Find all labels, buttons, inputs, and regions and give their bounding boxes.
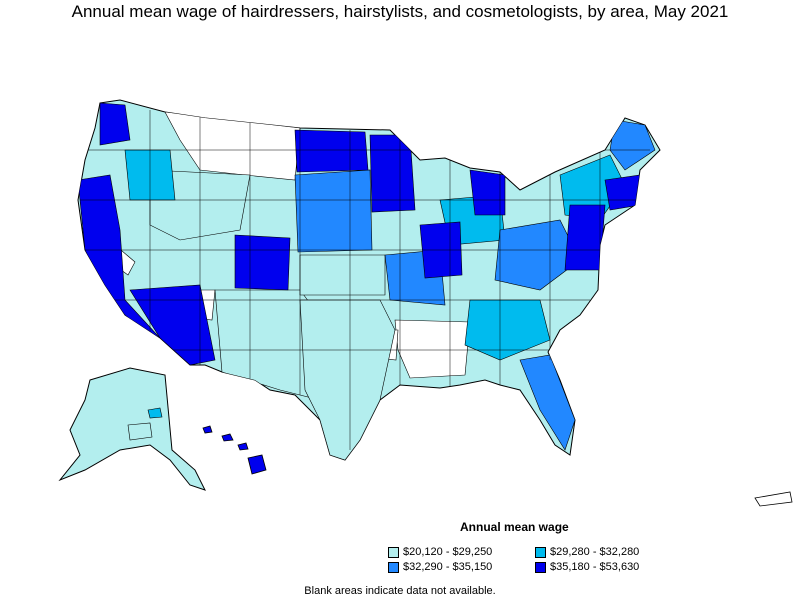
region-texas-low: [299, 299, 396, 460]
legend-label-3: $32,290 - $35,150: [403, 561, 493, 573]
legend-label-1: $20,120 - $29,250: [403, 546, 493, 558]
legend-label-2: $29,280 - $32,280: [550, 546, 640, 558]
region-plains-north-mid-high: [294, 169, 373, 253]
alaska-juneau-area: [147, 407, 163, 419]
region-florida-mid-high: [519, 354, 576, 451]
region-kansas-low: [299, 254, 386, 296]
region-deep-south-nodata: [394, 319, 471, 379]
region-arizona-high: [129, 284, 216, 366]
legend-label-4: $35,180 - $53,630: [550, 561, 640, 573]
legend-swatch-1: [388, 546, 399, 558]
region-new-england-high: [604, 174, 641, 211]
legend-item-3: $32,290 - $35,150: [388, 561, 492, 573]
region-washington-high: [99, 102, 131, 146]
legend-title: Annual mean wage: [460, 520, 569, 534]
region-colorado-high: [234, 234, 291, 291]
region-north-dakota-high: [294, 129, 369, 173]
legend-item-1: $20,120 - $29,250: [388, 546, 492, 558]
footnote: Blank areas indicate data not available.: [304, 585, 496, 597]
puerto-rico: [754, 491, 793, 507]
map-title: Annual mean wage of hairdressers, hairst…: [71, 2, 729, 21]
alaska-anchorage-area: [127, 422, 153, 441]
legend-item-4: $35,180 - $53,630: [535, 561, 639, 573]
region-mid-atlantic-high: [564, 204, 606, 271]
region-maine-mid-high: [609, 119, 656, 171]
legend-swatch-3: [388, 561, 399, 573]
legend-swatch-2: [535, 546, 546, 558]
legend-item-2: $29,280 - $32,280: [535, 546, 639, 558]
hawaii: [202, 425, 267, 475]
legend-swatch-4: [535, 561, 546, 573]
region-minnesota-high: [369, 134, 416, 213]
